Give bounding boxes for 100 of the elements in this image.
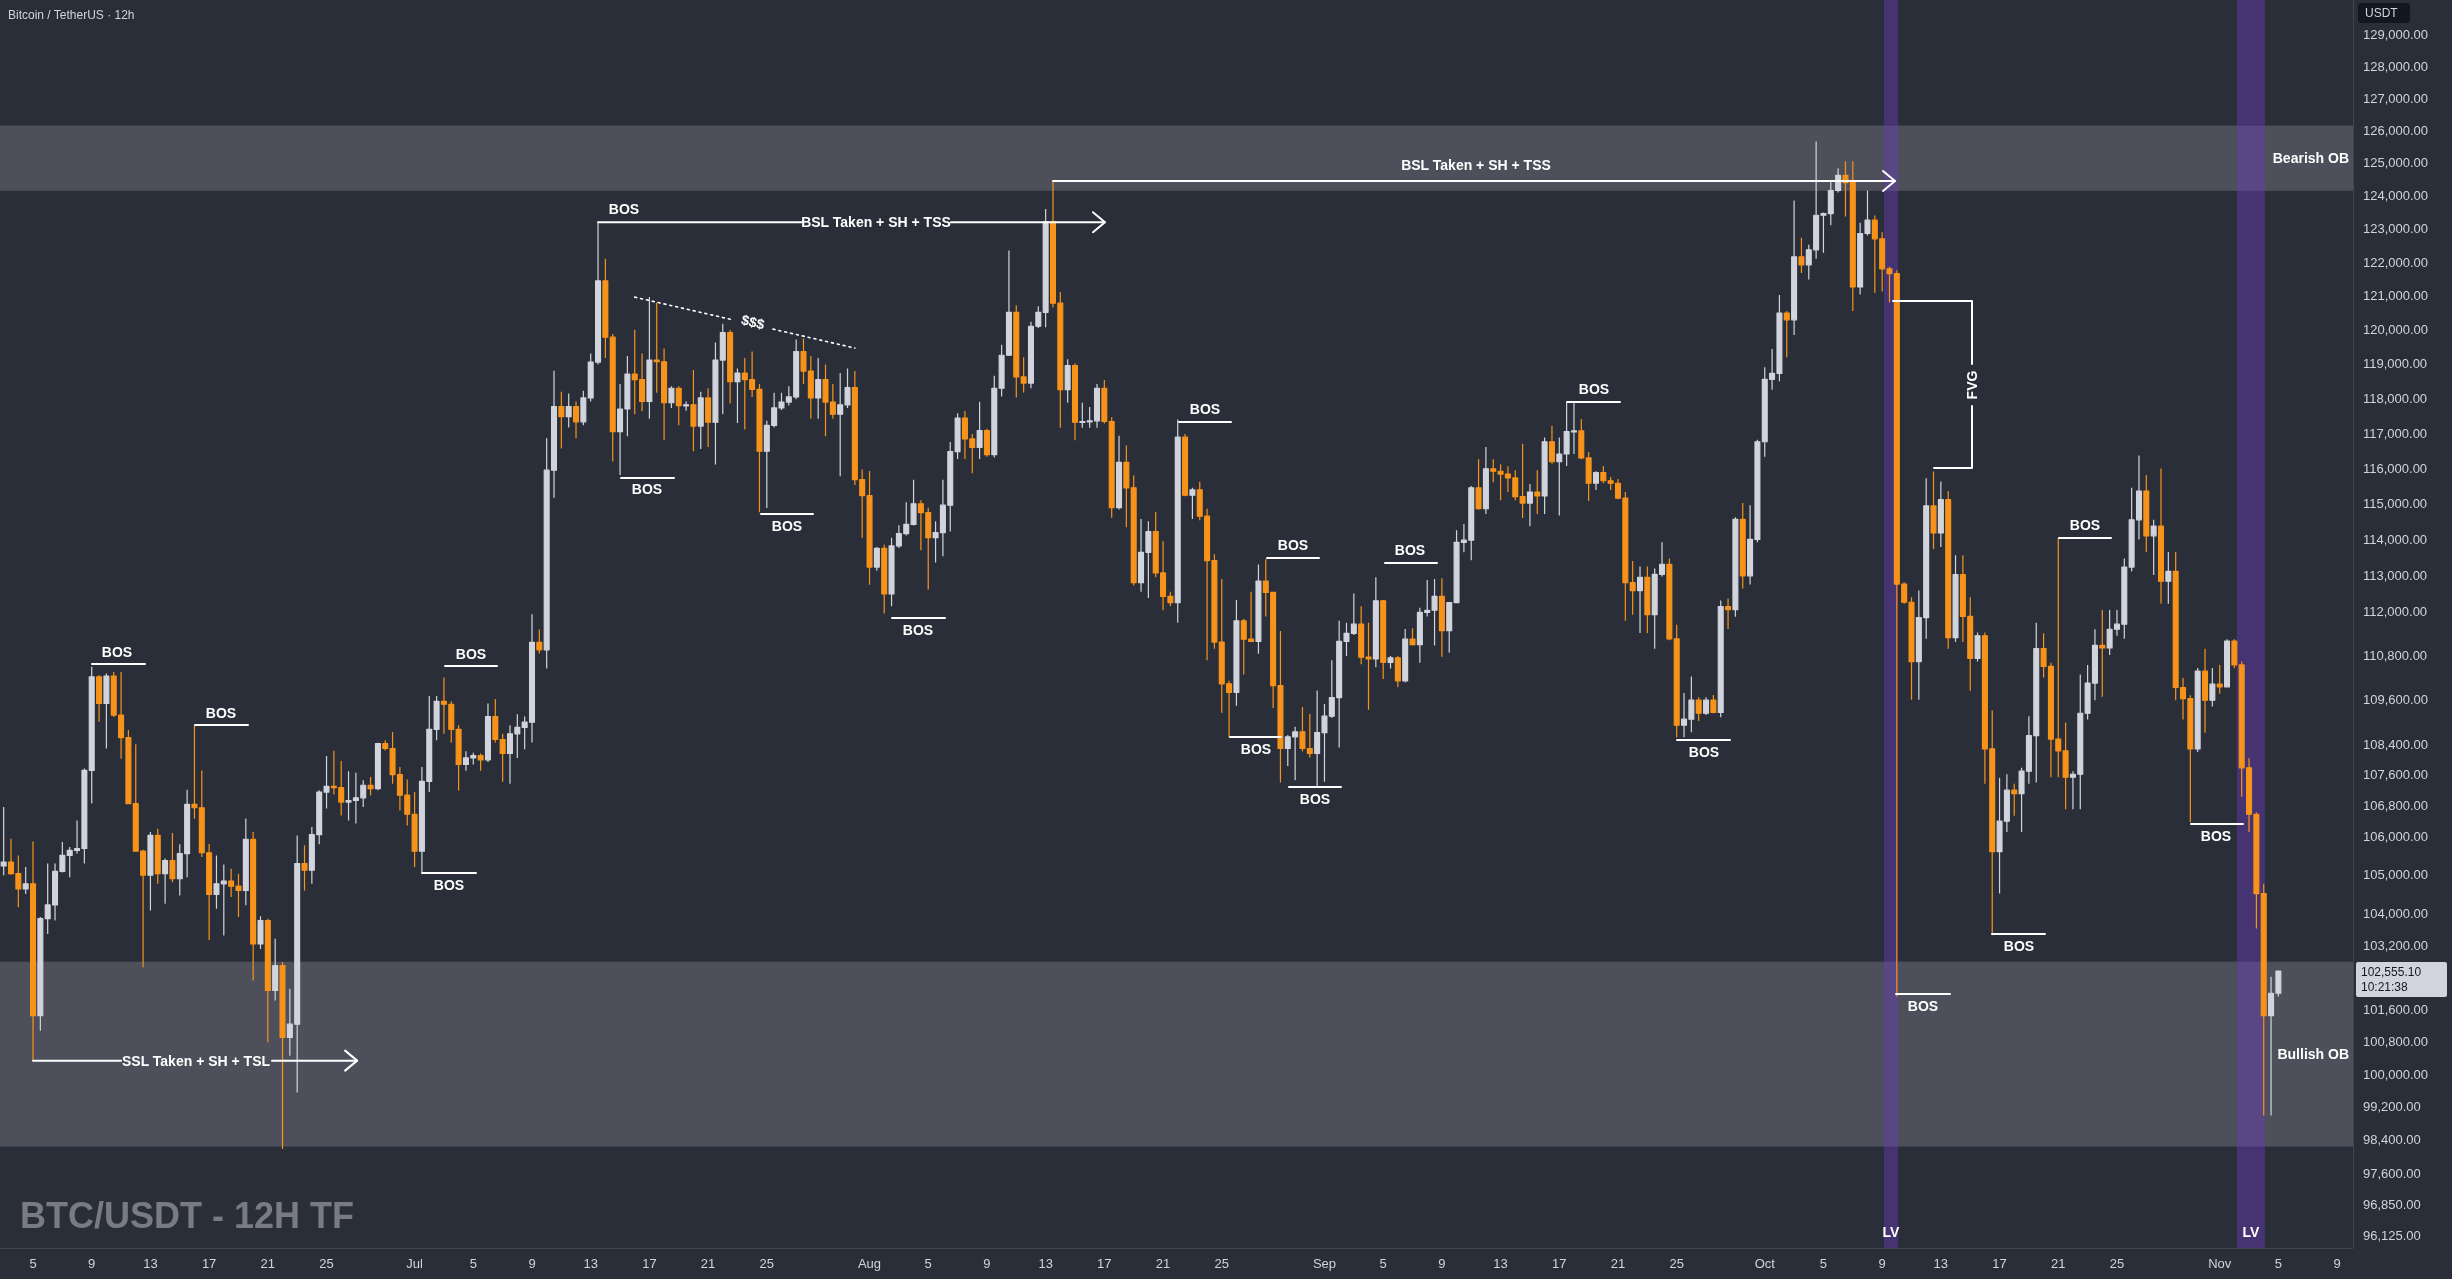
- candlestick: [1629, 560, 1636, 616]
- candlestick: [1402, 628, 1409, 683]
- x-tick-label: 5: [2274, 1255, 2283, 1271]
- candlestick: [499, 733, 506, 783]
- x-tick-label: 25: [1214, 1255, 1229, 1271]
- candlestick: [1071, 362, 1079, 441]
- y-tick-label: 96,850.00: [2363, 1197, 2421, 1213]
- candlestick: [1791, 199, 1798, 336]
- candlestick: [455, 724, 462, 792]
- x-tick-label: 13: [583, 1255, 598, 1271]
- candlestick: [1189, 487, 1196, 520]
- y-tick-label: 106,000.00: [2363, 828, 2429, 844]
- candlestick: [705, 387, 712, 448]
- y-tick-label: 124,000.00: [2363, 188, 2429, 204]
- candlestick: [2216, 664, 2223, 695]
- x-tick-label: Aug: [857, 1255, 882, 1271]
- candlestick: [1673, 624, 1680, 738]
- candlestick: [301, 844, 308, 892]
- candlestick: [1233, 599, 1240, 707]
- band-label: LV: [1882, 1224, 1901, 1240]
- candlestick: [1526, 483, 1533, 527]
- y-tick-label: 107,600.00: [2363, 767, 2429, 783]
- candlestick: [1717, 599, 1724, 718]
- candlestick: [1387, 655, 1394, 670]
- candlestick: [910, 479, 917, 527]
- y-tick-label: 112,000.00: [2363, 603, 2428, 619]
- x-tick-label: 21: [700, 1255, 716, 1271]
- y-tick-label: 126,000.00: [2363, 122, 2429, 138]
- candlestick: [1042, 208, 1049, 328]
- candlestick: [433, 695, 440, 741]
- candlestick: [1636, 565, 1644, 634]
- y-tick-label: 128,000.00: [2363, 58, 2429, 74]
- candlestick: [484, 702, 491, 763]
- candlestick: [147, 831, 154, 912]
- y-tick-label: 115,000.00: [2363, 495, 2428, 511]
- candlestick: [411, 791, 418, 868]
- candlestick: [1101, 379, 1108, 425]
- candlestick: [257, 915, 264, 950]
- x-tick-label: 13: [1493, 1255, 1508, 1271]
- annotation: BOS: [1277, 537, 1309, 553]
- annotation: BOS: [771, 518, 803, 534]
- x-tick-label: Nov: [2208, 1255, 2232, 1271]
- candlestick: [2202, 648, 2209, 734]
- series-label: BSL Taken + SH + TSS: [1401, 157, 1551, 173]
- y-tick-label: 100,800.00: [2363, 1034, 2429, 1050]
- candlestick: [675, 385, 682, 426]
- candlestick: [1431, 578, 1438, 646]
- text: 102,555.10: [2361, 965, 2422, 979]
- candlestick: [734, 368, 741, 424]
- candlestick: [2194, 667, 2201, 753]
- candlestick: [1409, 627, 1416, 646]
- candlestick: [477, 752, 484, 772]
- candlestick: [1064, 358, 1071, 404]
- candlestick: [1380, 599, 1387, 680]
- candlestick: [697, 391, 704, 450]
- candlestick: [668, 385, 675, 409]
- band-label: Bearish OB: [2272, 150, 2349, 167]
- candlestick: [1079, 402, 1086, 429]
- candlestick: [1725, 598, 1732, 630]
- annotation: BOS: [1299, 791, 1331, 807]
- text: Bitcoin / TetherUS · 12h: [8, 8, 135, 22]
- y-tick-label: 116,000.00: [2363, 460, 2428, 476]
- y-tick-label: 101,600.00: [2363, 1001, 2429, 1017]
- text: BTC/USDT - 12H TF: [20, 1194, 355, 1236]
- candlestick: [602, 258, 609, 359]
- x-tick-label: 17: [1097, 1255, 1112, 1271]
- candlestick: [103, 672, 110, 750]
- y-tick-label: 125,000.00: [2363, 155, 2429, 171]
- candlestick: [1556, 436, 1563, 517]
- x-tick-label: 25: [1669, 1255, 1684, 1271]
- candlestick: [1798, 237, 1805, 274]
- candlestick: [220, 863, 227, 937]
- candlestick: [242, 817, 249, 906]
- candlestick: [1438, 577, 1445, 658]
- candlestick: [683, 400, 690, 412]
- x-tick-label: 21: [1610, 1255, 1626, 1271]
- annotation: BOS: [433, 877, 465, 893]
- x-tick-label: 5: [1379, 1255, 1387, 1271]
- candlestick: [1372, 576, 1379, 668]
- x-tick-label: Oct: [1754, 1255, 1776, 1271]
- candlestick: [1482, 446, 1489, 515]
- y-tick-label: 108,400.00: [2363, 737, 2429, 753]
- x-tick-label: 21: [1155, 1255, 1171, 1271]
- x-tick-label: 9: [528, 1255, 536, 1271]
- candlestick: [1732, 516, 1739, 618]
- x-tick-label: 13: [143, 1255, 158, 1271]
- candlestick: [1123, 445, 1130, 528]
- candlestick: [1930, 470, 1937, 550]
- y-tick-label: 122,000.00: [2363, 254, 2429, 270]
- candlestick: [1952, 554, 1959, 643]
- candlestick: [30, 840, 37, 1062]
- band-label: Bullish OB: [2277, 1046, 2349, 1063]
- candlestick: [213, 854, 220, 910]
- candlestick: [1695, 696, 1702, 722]
- annotation: BOS: [205, 705, 237, 721]
- candlestick: [1578, 418, 1585, 460]
- candlestick: [2099, 609, 2106, 698]
- candlestick: [374, 742, 381, 791]
- annotation: BOS: [2069, 517, 2101, 533]
- x-tick-label: 17: [201, 1255, 217, 1271]
